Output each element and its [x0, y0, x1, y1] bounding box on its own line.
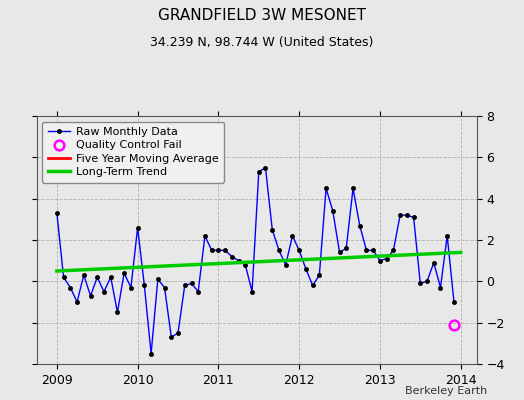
Text: GRANDFIELD 3W MESONET: GRANDFIELD 3W MESONET [158, 8, 366, 23]
Text: Berkeley Earth: Berkeley Earth [405, 386, 487, 396]
Text: 34.239 N, 98.744 W (United States): 34.239 N, 98.744 W (United States) [150, 36, 374, 49]
Raw Monthly Data [121, 271, 127, 276]
Raw Monthly Data [263, 165, 269, 170]
Raw Monthly Data [54, 211, 60, 216]
Raw Monthly Data [451, 300, 457, 304]
Line: Raw Monthly Data: Raw Monthly Data [55, 166, 456, 356]
Raw Monthly Data [175, 330, 181, 335]
Raw Monthly Data [188, 281, 194, 286]
Raw Monthly Data [161, 285, 168, 290]
Raw Monthly Data [195, 289, 201, 294]
Raw Monthly Data [316, 273, 322, 278]
Raw Monthly Data [148, 351, 154, 356]
Legend: Raw Monthly Data, Quality Control Fail, Five Year Moving Average, Long-Term Tren: Raw Monthly Data, Quality Control Fail, … [42, 122, 224, 183]
